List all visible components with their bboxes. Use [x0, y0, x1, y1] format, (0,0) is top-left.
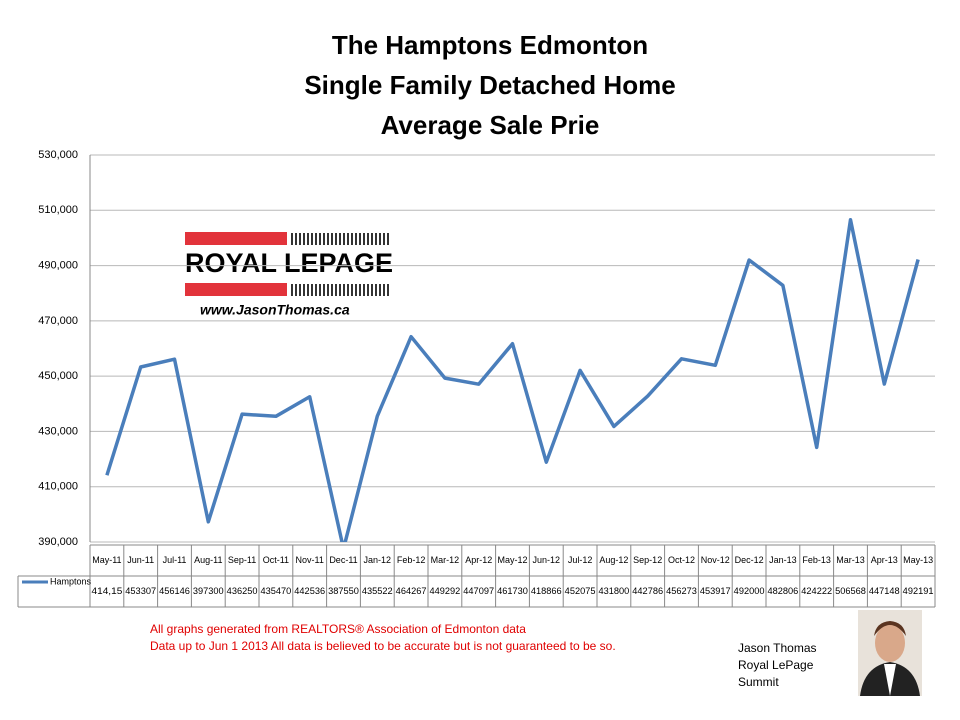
data-label: 456146 [159, 586, 190, 596]
data-label: 414,15 [92, 586, 123, 596]
x-tick-label: Sep-12 [633, 555, 662, 565]
x-tick-label: Dec-12 [735, 555, 764, 565]
data-label: 447097 [463, 586, 494, 596]
data-label: 424222 [801, 586, 832, 596]
signature: Jason Thomas [738, 641, 817, 655]
x-tick-label: Jan-13 [769, 555, 797, 565]
data-label: 442536 [294, 586, 325, 596]
x-tick-label: Jan-12 [364, 555, 392, 565]
x-tick-label: Feb-13 [802, 555, 831, 565]
y-tick-label: 430,000 [38, 425, 78, 437]
data-label: 482806 [768, 586, 799, 596]
x-tick-label: Jul-11 [163, 555, 187, 565]
x-tick-label: Aug-11 [194, 555, 222, 565]
y-tick-label: 530,000 [38, 149, 78, 161]
data-label: 447148 [869, 586, 900, 596]
data-label: 397300 [193, 586, 224, 596]
data-label: 506568 [835, 586, 866, 596]
x-tick-label: Jun-12 [533, 555, 561, 565]
chart-title: The Hamptons Edmonton [332, 30, 648, 60]
x-tick-label: Oct-11 [263, 555, 289, 565]
data-label: 453307 [125, 586, 156, 596]
logo-brand: ROYAL LEPAGE [185, 248, 393, 278]
y-tick-label: 490,000 [38, 259, 78, 271]
signature: Royal LePage [738, 658, 814, 672]
series-line [105, 218, 920, 542]
legend-label: Hamptons [50, 576, 92, 586]
data-label: 436250 [227, 586, 258, 596]
data-label: 442786 [632, 586, 663, 596]
x-tick-label: Sep-11 [228, 555, 256, 565]
x-tick-label: Jun-11 [127, 555, 154, 565]
data-label: 461730 [497, 586, 528, 596]
data-label: 435522 [362, 586, 393, 596]
x-tick-label: Apr-12 [465, 555, 492, 565]
x-tick-label: Oct-12 [668, 555, 695, 565]
footnote: All graphs generated from REALTORS® Asso… [150, 622, 526, 636]
data-label: 449292 [430, 586, 461, 596]
x-tick-label: Jul-12 [568, 555, 593, 565]
x-tick-label: Nov-12 [701, 555, 730, 565]
data-label: 452075 [565, 586, 596, 596]
data-label: 464267 [396, 586, 427, 596]
x-tick-label: May-13 [903, 555, 933, 565]
data-label: 431800 [599, 586, 630, 596]
y-tick-label: 450,000 [38, 370, 78, 382]
y-tick-label: 390,000 [38, 536, 78, 548]
chart-title: Average Sale Prie [381, 110, 600, 140]
data-label: 492000 [734, 586, 765, 596]
y-tick-label: 470,000 [38, 315, 78, 327]
data-label: 435470 [261, 586, 292, 596]
x-tick-label: Mar-13 [836, 555, 865, 565]
y-tick-label: 510,000 [38, 204, 78, 216]
footnote: Data up to Jun 1 2013 All data is believ… [150, 639, 616, 653]
signature: Summit [738, 675, 779, 689]
x-tick-label: May-12 [497, 555, 527, 565]
x-tick-label: Apr-13 [871, 555, 898, 565]
photo [858, 610, 922, 696]
logo: ROYAL LEPAGE www.JasonThomas.ca [178, 230, 400, 318]
data-label: 418866 [531, 586, 562, 596]
data-label: 387550 [328, 586, 359, 596]
y-tick-label: 410,000 [38, 481, 78, 493]
chart-title: Single Family Detached Home [304, 70, 675, 100]
data-label: 456273 [666, 586, 697, 596]
x-tick-label: Mar-12 [431, 555, 460, 565]
x-tick-label: Aug-12 [599, 555, 628, 565]
x-tick-label: Nov-11 [296, 555, 324, 565]
x-tick-label: Feb-12 [397, 555, 426, 565]
data-label: 492191 [903, 586, 934, 596]
x-tick-label: Dec-11 [329, 555, 357, 565]
data-label: 453917 [700, 586, 731, 596]
logo-url: www.JasonThomas.ca [200, 302, 350, 318]
x-tick-label: May-11 [92, 555, 121, 565]
